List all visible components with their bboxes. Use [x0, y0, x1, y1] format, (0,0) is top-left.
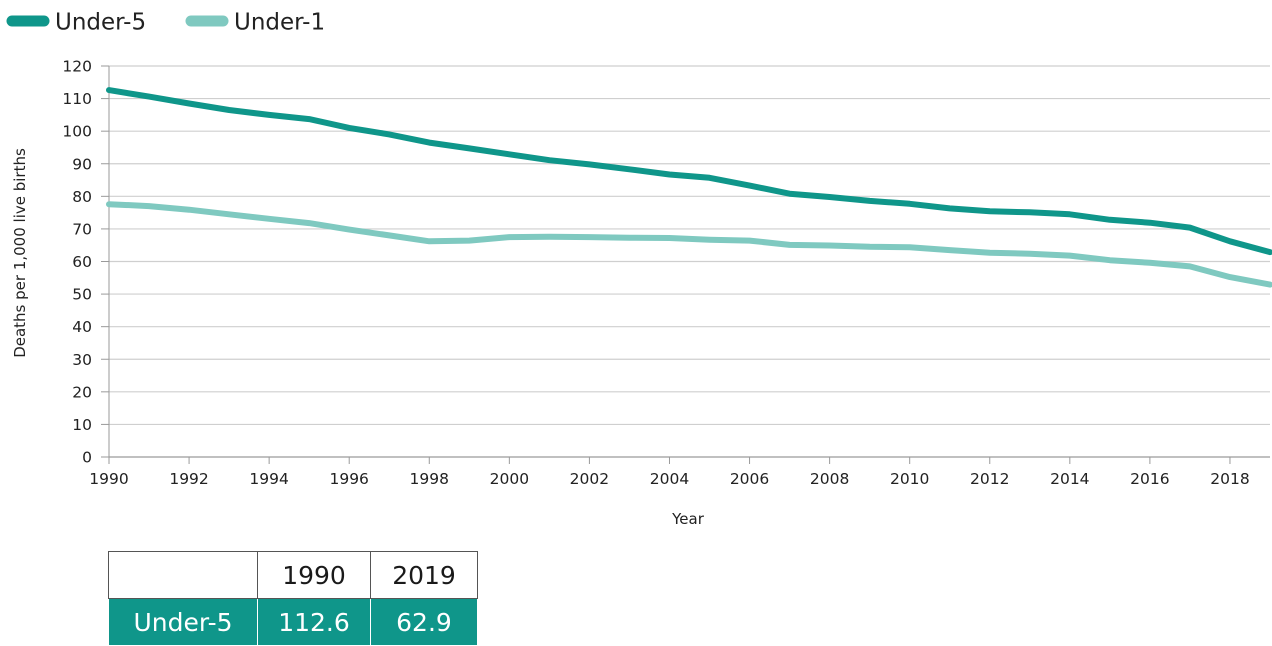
x-tick-label: 1992 — [169, 470, 208, 488]
table-header-cell: 2019 — [370, 551, 478, 599]
x-tick-label: 2012 — [970, 470, 1009, 488]
series-lines — [106, 87, 1272, 288]
y-tick-label: 0 — [82, 449, 92, 467]
x-axis-title: Year — [671, 510, 705, 528]
x-tick-label: 1994 — [249, 470, 288, 488]
table-cell: 62.9 — [370, 598, 478, 646]
series-line-under-1 — [106, 201, 1272, 288]
x-tick-label: 2016 — [1130, 470, 1169, 488]
legend: Under-5 Under-1 — [6, 10, 325, 36]
summary-table: 1990 2019 Under-5 112.6 62.9 — [108, 551, 478, 646]
table-cell: Under-5 — [108, 598, 258, 646]
x-tick-label: 1998 — [410, 470, 449, 488]
x-axis-ticks: 1990 1992 1994 1996 1998 2000 2002 2004 2006 2008… — [89, 457, 1250, 488]
grid-lines — [109, 65, 1270, 426]
table-header-row: 1990 2019 — [108, 551, 478, 599]
x-tick-label: 2006 — [730, 470, 769, 488]
y-tick-label: 100 — [62, 123, 92, 141]
y-tick-label: 90 — [72, 155, 92, 173]
y-axis-title: Deaths per 1,000 live births — [11, 148, 29, 358]
legend-label: Under-1 — [234, 10, 325, 36]
x-tick-label: 2002 — [570, 470, 609, 488]
table-header-cell — [108, 551, 258, 599]
y-tick-label: 60 — [72, 253, 92, 271]
y-tick-label: 120 — [62, 58, 92, 76]
table-row: Under-5 112.6 62.9 — [108, 598, 478, 646]
x-tick-label: 2008 — [810, 470, 849, 488]
y-tick-label: 40 — [72, 318, 92, 336]
table-cell: 112.6 — [257, 598, 371, 646]
y-tick-label: 20 — [72, 383, 92, 401]
x-tick-label: 2000 — [490, 470, 529, 488]
x-tick-label: 1990 — [89, 470, 128, 488]
x-tick-label: 2018 — [1210, 470, 1249, 488]
y-tick-label: 50 — [72, 286, 92, 304]
legend-label: Under-5 — [55, 10, 146, 36]
y-tick-label: 70 — [72, 220, 92, 238]
table-header-cell: 1990 — [257, 551, 371, 599]
x-tick-label: 2004 — [650, 470, 689, 488]
x-tick-label: 2010 — [890, 470, 929, 488]
x-tick-label: 2014 — [1050, 470, 1089, 488]
y-axis-ticks: 0 10 20 30 40 50 60 70 80 90 100 110 120 — [62, 58, 109, 467]
y-tick-label: 110 — [62, 90, 92, 108]
y-tick-label: 30 — [72, 351, 92, 369]
x-tick-label: 1996 — [329, 470, 368, 488]
y-tick-label: 80 — [72, 188, 92, 206]
y-tick-label: 10 — [72, 416, 92, 434]
series-line-under-5 — [106, 87, 1272, 256]
